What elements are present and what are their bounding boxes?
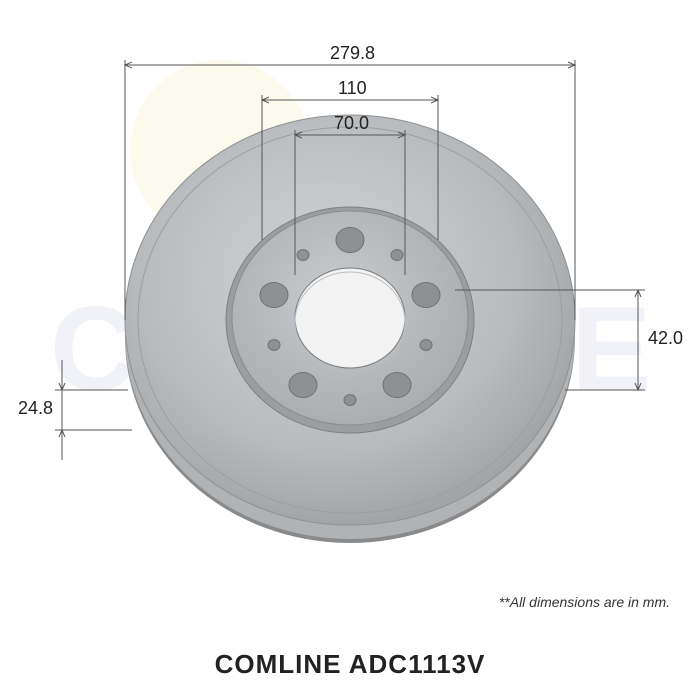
bolt-hole: [412, 283, 440, 308]
dimension-thickness: [55, 360, 132, 460]
bolt-hole: [383, 373, 411, 398]
locator-hole: [268, 340, 280, 351]
brake-disc: [125, 115, 575, 543]
label-outer-diameter: 279.8: [330, 43, 375, 64]
label-thickness: 24.8: [18, 398, 53, 419]
locator-hole: [344, 395, 356, 406]
label-center-bore: 70.0: [334, 113, 369, 134]
bolt-hole: [260, 283, 288, 308]
drawing-svg: [0, 10, 700, 630]
technical-drawing: 279.8 110 70.0 24.8 42.0: [0, 10, 700, 630]
center-bore: [295, 268, 405, 368]
locator-hole: [420, 340, 432, 351]
locator-hole: [297, 250, 309, 261]
bolt-hole: [336, 228, 364, 253]
label-bolt-circle: 110: [338, 78, 367, 99]
locator-hole: [391, 250, 403, 261]
label-hat-height: 42.0: [648, 328, 683, 349]
product-caption: COMLINE ADC1113V: [0, 649, 700, 680]
bolt-hole: [289, 373, 317, 398]
